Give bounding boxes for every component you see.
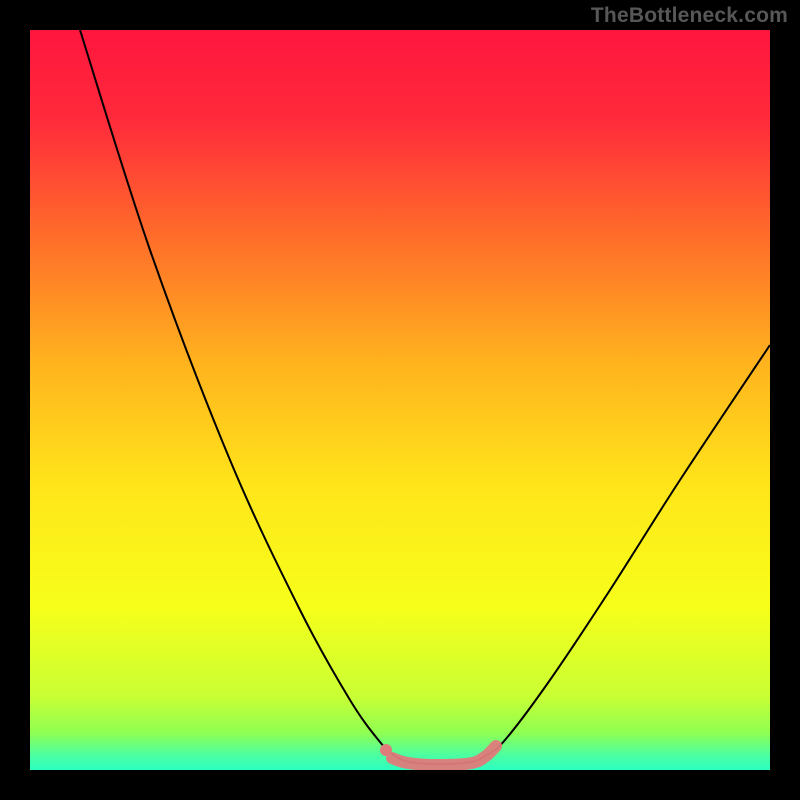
plot-area (30, 30, 770, 770)
watermark-text: TheBottleneck.com (591, 4, 788, 28)
optimal-range-start-dot (380, 744, 392, 756)
gradient-background (30, 30, 770, 770)
chart-container: TheBottleneck.com (0, 0, 800, 800)
chart-svg (30, 30, 770, 770)
